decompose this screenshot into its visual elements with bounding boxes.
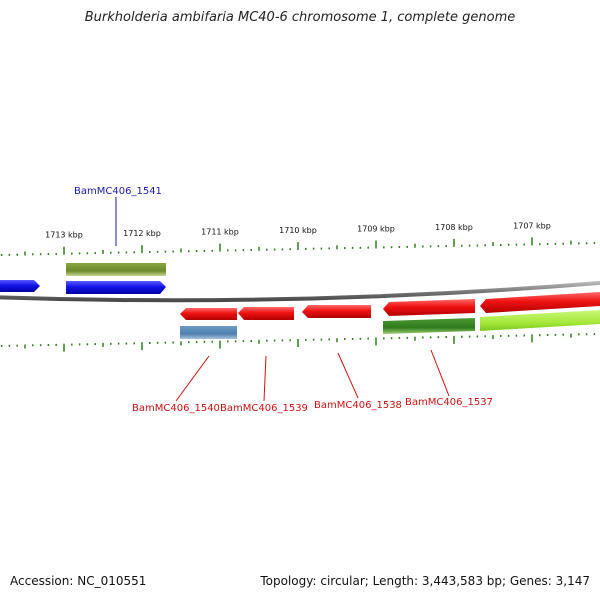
outer-tick-row bbox=[0, 237, 596, 256]
gene-label-BamMC406_1537[interactable]: BamMC406_1537 bbox=[405, 397, 493, 408]
forward-strand-features bbox=[0, 263, 166, 294]
gene-arrow-BamMC406_1540[interactable] bbox=[180, 308, 237, 320]
genome-summary-text: Topology: circular; Length: 3,443,583 bp… bbox=[260, 574, 590, 588]
gene-label-BamMC406_1539[interactable]: BamMC406_1539 bbox=[220, 403, 308, 414]
tick-label-1707: 1707 kbp bbox=[513, 221, 551, 230]
gene-arrow-BamMC406_1538[interactable] bbox=[302, 305, 371, 318]
gene-label-BamMC406_1540[interactable]: BamMC406_1540 bbox=[132, 403, 220, 414]
inner-tick-row bbox=[0, 333, 596, 352]
gene-arrow-BamMC406_1541[interactable] bbox=[66, 281, 166, 294]
tick-label-1713: 1713 kbp bbox=[45, 231, 83, 240]
tick-label-1711: 1711 kbp bbox=[201, 228, 239, 237]
tick-label-1708: 1708 kbp bbox=[435, 223, 473, 232]
gene-arrow-right-edge[interactable] bbox=[480, 292, 600, 313]
scale-labels: 1713 kbp 1712 kbp 1711 kbp 1710 kbp 1709 kbp… bbox=[45, 221, 551, 239]
gene-bar-BamMC406_1540-steel[interactable] bbox=[180, 326, 237, 339]
gene-label-BamMC406_1541[interactable]: BamMC406_1541 bbox=[74, 186, 162, 197]
gene-label-BamMC406_1538[interactable]: BamMC406_1538 bbox=[314, 400, 402, 411]
map-title: Burkholderia ambifaria MC40-6 chromosome… bbox=[84, 10, 516, 25]
gene-labels: BamMC406_1541 BamMC406_1540 BamMC406_153… bbox=[74, 186, 493, 414]
gene-bar-BamMC406_1537-green[interactable] bbox=[383, 318, 475, 334]
gene-bar-BamMC406_1541-olive[interactable] bbox=[66, 263, 166, 276]
accession-text: Accession: NC_010551 bbox=[10, 574, 147, 588]
gene-label-connectors bbox=[115, 197, 450, 402]
genome-backbone bbox=[0, 280, 600, 303]
tick-label-1710: 1710 kbp bbox=[279, 226, 317, 235]
gene-arrow-left-edge[interactable] bbox=[0, 280, 40, 292]
gene-arrow-BamMC406_1537[interactable] bbox=[383, 299, 475, 316]
reverse-strand-features bbox=[180, 292, 600, 339]
gene-bar-right-edge-lime[interactable] bbox=[480, 310, 600, 331]
gene-arrow-BamMC406_1539[interactable] bbox=[238, 307, 294, 320]
tick-label-1709: 1709 kbp bbox=[357, 225, 395, 234]
tick-label-1712: 1712 kbp bbox=[123, 229, 161, 238]
